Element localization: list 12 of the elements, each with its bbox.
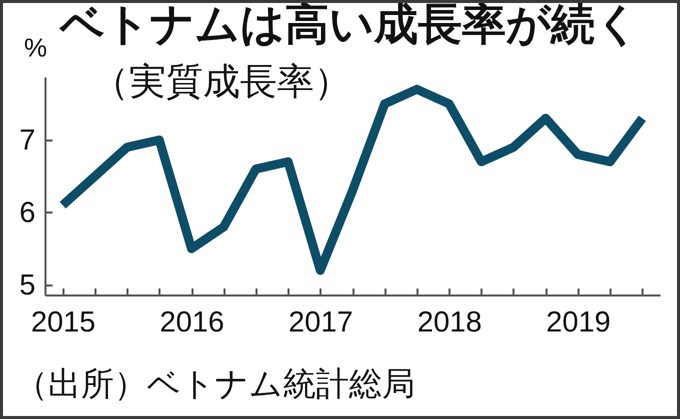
chart-title: ベトナムは高い成長率が続く [59, 0, 640, 49]
y-tick-label: 5 [19, 269, 36, 302]
x-tick-label: 2015 [30, 306, 96, 338]
y-tick-label: 7 [19, 124, 36, 157]
y-axis-title: % [24, 32, 48, 62]
x-tick-label: 2016 [160, 306, 224, 338]
x-tick-label: 2018 [417, 306, 482, 338]
y-tick-label: 6 [19, 196, 36, 229]
x-tick-label: 2019 [546, 306, 611, 338]
chart-subtitle: （実質成長率） [92, 61, 351, 102]
x-tick-label: 2017 [288, 306, 354, 338]
text: （出所）ベトナム統計総局 [15, 365, 415, 402]
